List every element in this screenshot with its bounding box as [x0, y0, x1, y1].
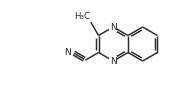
Text: H₃C: H₃C — [74, 12, 90, 21]
Text: N: N — [110, 23, 117, 32]
Text: N: N — [64, 48, 71, 57]
Text: N: N — [110, 56, 117, 65]
